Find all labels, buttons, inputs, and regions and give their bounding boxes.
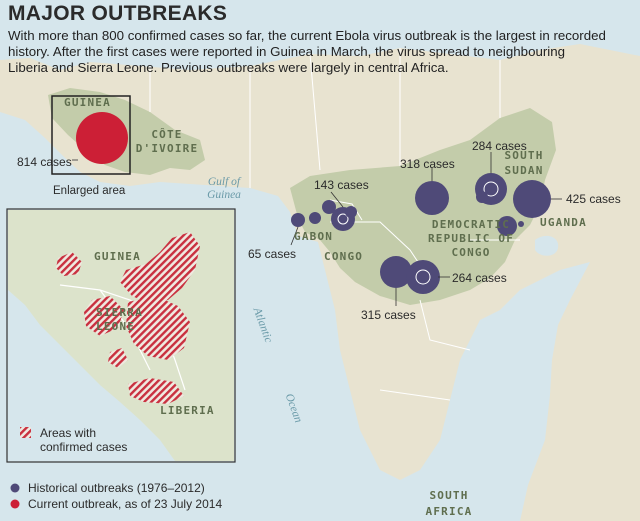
bubble-264 <box>406 260 440 294</box>
inset-label-sierra-leone: SIERRA LEONE <box>96 306 143 333</box>
inset-hatched-guinea-north <box>56 252 82 276</box>
legend-current-dot <box>10 499 20 509</box>
label-cases-143: 143 cases <box>314 178 369 192</box>
bubble-gabon-2 <box>322 200 336 214</box>
bubble-315 <box>380 256 412 288</box>
inset-hatched-sierra-leone <box>84 296 124 336</box>
legend-current-label: Current outbreak, as of 23 July 2014 <box>28 497 223 511</box>
enlarged-area-label: Enlarged area <box>53 185 126 197</box>
bubble-65 <box>291 213 305 227</box>
label-cote-divoire: CÔTE D'IVOIRE <box>135 128 199 155</box>
leader-lines <box>72 152 562 306</box>
inset-hatched-guinea-east <box>120 232 200 304</box>
bubble-congo-small <box>345 206 357 218</box>
bubble-318 <box>415 181 449 215</box>
bubble-gabon-small <box>309 212 321 224</box>
label-gabon: GABON <box>294 230 334 243</box>
label-cases-315: 315 cases <box>361 308 416 322</box>
outbreak-bubbles <box>76 112 551 294</box>
label-guinea: GUINEA <box>64 96 111 109</box>
label-drc: DEMOCRATIC REPUBLIC OF CONGO <box>427 218 515 259</box>
inset-hatched-liberia-west <box>108 348 128 368</box>
label-cases-264: 264 cases <box>452 271 507 285</box>
legend-historical-dot <box>10 483 20 493</box>
inset-legend-label: Areas with confirmed cases <box>40 426 128 454</box>
page-title: MAJOR OUTBREAKS <box>8 2 228 25</box>
bubble-143-inner <box>337 213 349 225</box>
lake-victoria <box>535 235 559 256</box>
label-cases-425: 425 cases <box>566 192 621 206</box>
label-cases-318: 318 cases <box>400 157 455 171</box>
label-gulf-of-guinea: Gulf of Guinea <box>207 176 241 201</box>
label-south-africa: SOUTH AFRICA <box>425 489 473 518</box>
bubble-284-inner <box>483 181 499 197</box>
label-cases-65: 65 cases <box>248 247 297 261</box>
inset-label-liberia: LIBERIA <box>160 404 215 417</box>
bubble-guinea-814 <box>76 112 128 164</box>
label-south-sudan: SOUTH SUDAN <box>504 149 544 177</box>
bubble-264-inner <box>415 269 431 285</box>
inset-legend-swatch <box>20 427 31 438</box>
label-uganda: UGANDA <box>540 216 587 229</box>
legend-historical-label: Historical outbreaks (1976–2012) <box>28 481 205 495</box>
label-cases-814: 814 cases <box>17 155 72 169</box>
inset-map <box>6 208 236 463</box>
label-cases-284: 284 cases <box>472 139 527 153</box>
enlarged-area-box <box>51 95 131 175</box>
bubble-uganda-small <box>518 221 524 227</box>
inset-label-guinea: GUINEA <box>94 250 141 263</box>
inset-hatched-sierra-leone-east <box>126 296 190 360</box>
label-congo: CONGO <box>324 250 364 263</box>
bubble-sudan-small <box>476 191 488 203</box>
bubble-uganda <box>497 216 517 236</box>
page-subtitle: With more than 800 confirmed cases so fa… <box>8 28 606 75</box>
bubble-425 <box>513 180 551 218</box>
inset-hatched-liberia <box>128 378 184 404</box>
